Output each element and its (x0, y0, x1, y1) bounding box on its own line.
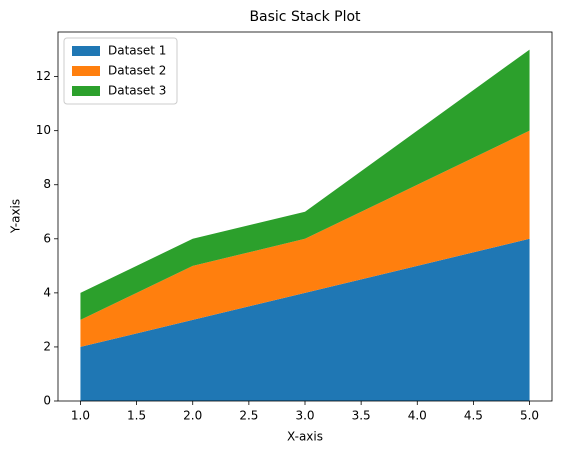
area (80, 130, 530, 347)
x-axis-label: X-axis (287, 430, 323, 444)
x-tick-label: 5.0 (520, 409, 539, 423)
legend-swatch (72, 66, 100, 76)
area (80, 238, 530, 401)
x-tick-label: 2.0 (183, 409, 202, 423)
x-tick-label: 4.5 (464, 409, 483, 423)
y-tick-label: 10 (36, 123, 51, 137)
y-tick-label: 4 (43, 285, 51, 299)
legend-swatch (72, 46, 100, 56)
y-axis-label: Y-axis (9, 199, 23, 234)
x-tick-label: 4.0 (408, 409, 427, 423)
x-tick-label: 3.0 (295, 409, 314, 423)
x-tick-label: 1.0 (71, 409, 90, 423)
y-tick-label: 2 (43, 339, 51, 353)
legend-swatch (72, 86, 100, 96)
y-tick-label: 8 (43, 177, 51, 191)
y-tick-label: 12 (36, 69, 51, 83)
y-tick-label: 0 (43, 394, 51, 408)
legend-label: Dataset 2 (108, 64, 166, 78)
chart-title: Basic Stack Plot (249, 9, 361, 25)
x-tick-label: 2.5 (239, 409, 258, 423)
x-tick-label: 3.5 (352, 409, 371, 423)
legend-label: Dataset 1 (108, 44, 166, 58)
y-tick-label: 6 (43, 231, 51, 245)
area (80, 49, 530, 320)
legend-label: Dataset 3 (108, 84, 166, 98)
x-tick-label: 1.5 (127, 409, 146, 423)
